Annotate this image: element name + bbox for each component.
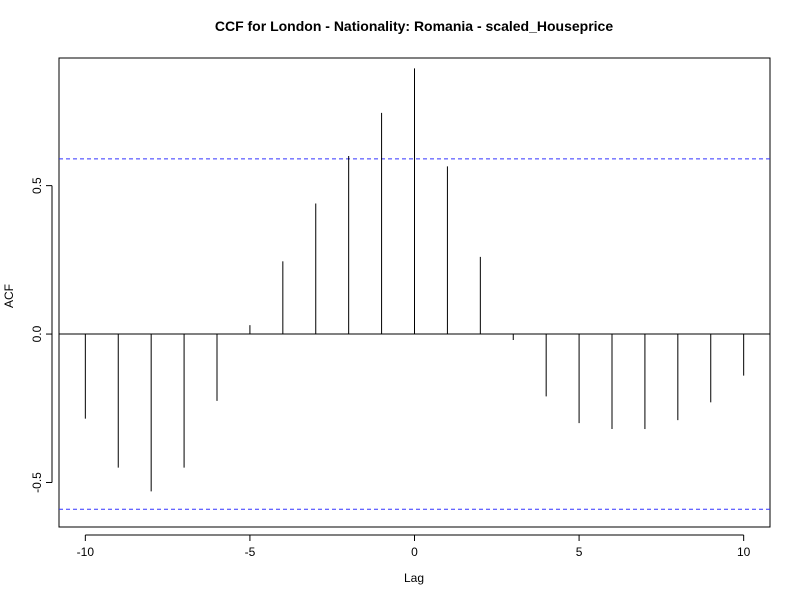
y-tick-label: 0.0: [30, 325, 44, 342]
y-tick-label: -0.5: [30, 472, 44, 493]
y-tick-label: 0.5: [30, 177, 44, 194]
plot-frame: [58, 57, 771, 528]
chart-title: CCF for London - Nationality: Romania - …: [215, 18, 613, 34]
x-tick-label: -10: [77, 545, 95, 559]
x-tick-label: 10: [737, 545, 751, 559]
x-tick-label: -5: [245, 545, 256, 559]
x-tick-label: 0: [411, 545, 418, 559]
x-tick-label: 5: [576, 545, 583, 559]
x-axis-label: Lag: [404, 571, 424, 585]
y-axis-label: ACF: [2, 284, 16, 308]
